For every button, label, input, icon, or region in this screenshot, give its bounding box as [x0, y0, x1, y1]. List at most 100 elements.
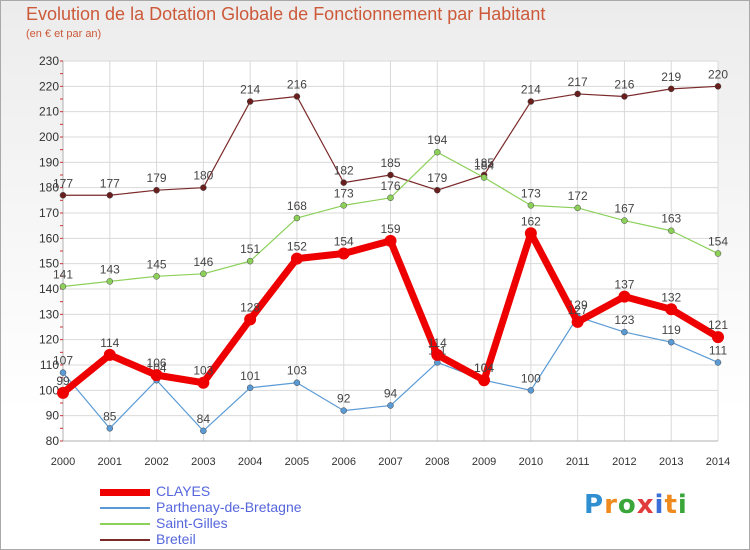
data-point — [57, 386, 69, 399]
data-point — [480, 174, 488, 181]
data-point — [621, 217, 628, 224]
data-point — [200, 427, 207, 435]
data-label: 123 — [614, 313, 634, 327]
data-point — [574, 204, 581, 212]
y-tick-label: 140 — [39, 282, 59, 296]
data-point — [714, 250, 722, 257]
x-tick-label: 2005 — [285, 456, 309, 468]
chart-title: Evolution de la Dotation Globale de Fonc… — [26, 4, 546, 24]
data-label: 100 — [521, 371, 541, 385]
x-tick-label: 2004 — [238, 456, 262, 468]
y-tick-label: 190 — [39, 155, 59, 169]
data-label: 121 — [708, 318, 728, 332]
data-label: 217 — [568, 75, 588, 89]
legend-label: Breteil — [156, 531, 196, 547]
data-label: 154 — [708, 235, 728, 249]
x-tick-label: 2014 — [706, 456, 730, 468]
data-label: 99 — [56, 374, 70, 388]
y-tick-label: 200 — [39, 130, 59, 144]
x-tick-label: 2007 — [378, 456, 402, 468]
data-point — [478, 374, 491, 387]
x-tick-label: 2001 — [98, 456, 122, 468]
x-tick-label: 2013 — [659, 456, 683, 468]
data-label: 177 — [100, 176, 120, 190]
data-point — [714, 359, 722, 366]
data-point — [434, 186, 441, 194]
data-point — [434, 148, 441, 156]
data-point — [621, 93, 628, 100]
x-tick-label: 2000 — [51, 456, 75, 468]
data-point — [59, 369, 67, 376]
legend-label: CLAYES — [156, 483, 211, 499]
data-label: 180 — [193, 169, 213, 183]
y-tick-label: 170 — [39, 206, 59, 220]
data-point — [293, 214, 301, 222]
data-point — [153, 273, 160, 280]
data-label: 167 — [614, 202, 634, 216]
legend-label: Parthenay-de-Bretagne — [156, 499, 302, 515]
data-label: 127 — [568, 303, 588, 317]
y-tick-label: 100 — [39, 383, 59, 397]
data-label: 145 — [147, 257, 167, 271]
data-label: 119 — [662, 323, 681, 337]
data-point — [527, 387, 535, 394]
data-point — [106, 192, 114, 199]
data-label: 194 — [427, 133, 447, 147]
data-point — [527, 202, 535, 209]
data-label: 179 — [147, 171, 167, 185]
data-label: 163 — [661, 212, 681, 226]
y-tick-label: 150 — [39, 257, 59, 271]
data-point — [387, 402, 394, 409]
data-label: 219 — [661, 70, 681, 84]
y-tick-label: 130 — [39, 307, 59, 321]
data-label: 216 — [287, 77, 307, 91]
data-label: 104 — [474, 361, 494, 375]
data-label: 177 — [53, 176, 73, 190]
proxiti-logo: Proxiti — [584, 490, 688, 520]
data-point — [106, 425, 114, 432]
data-label: 182 — [334, 164, 354, 178]
data-point — [59, 283, 67, 290]
data-point — [712, 331, 724, 344]
y-tick-label: 220 — [39, 79, 59, 93]
data-label: 216 — [614, 77, 634, 91]
legend-swatch — [100, 523, 150, 525]
data-point — [714, 83, 722, 90]
data-label: 172 — [568, 189, 588, 203]
x-tick-label: 2002 — [144, 456, 168, 468]
data-label: 141 — [53, 267, 73, 281]
y-tick-label: 120 — [39, 333, 59, 347]
y-tick-label: 80 — [46, 434, 60, 448]
legend-swatch — [100, 507, 150, 509]
data-label: 173 — [334, 186, 354, 200]
data-label: 114 — [100, 336, 119, 350]
data-label: 179 — [427, 171, 447, 185]
data-point — [574, 90, 581, 98]
data-label: 184 — [474, 159, 494, 173]
data-point — [387, 194, 394, 202]
data-point — [153, 186, 160, 194]
data-point — [431, 348, 444, 361]
data-label: 114 — [428, 336, 447, 350]
data-point — [621, 328, 628, 336]
data-label: 92 — [337, 392, 351, 406]
y-tick-label: 110 — [40, 358, 59, 372]
x-tick-label: 2003 — [191, 456, 215, 468]
data-point — [290, 252, 303, 265]
legend-swatch — [100, 488, 150, 496]
data-point — [106, 278, 114, 285]
data-point — [246, 257, 254, 265]
data-point — [340, 179, 347, 186]
x-tick-label: 2010 — [519, 456, 543, 468]
data-label: 85 — [103, 409, 117, 423]
x-tick-label: 2012 — [612, 456, 636, 468]
data-label: 173 — [521, 186, 541, 200]
data-point — [59, 192, 67, 199]
data-point — [340, 202, 347, 209]
data-label: 214 — [240, 83, 260, 97]
data-label: 111 — [709, 343, 728, 357]
data-label: 143 — [100, 262, 120, 276]
data-label: 146 — [193, 255, 213, 269]
data-label: 137 — [614, 278, 634, 292]
